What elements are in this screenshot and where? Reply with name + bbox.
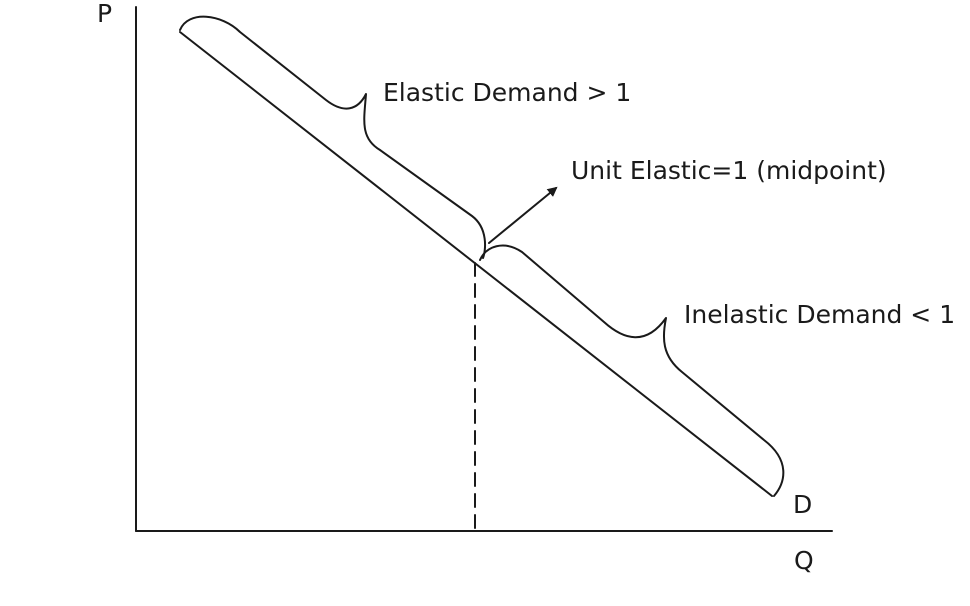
unit-elastic-label: Unit Elastic=1 (midpoint) [571, 156, 887, 185]
x-axis-label: Q [794, 546, 814, 575]
inelastic-brace [479, 244, 785, 497]
demand-curve-label: D [793, 490, 812, 519]
elastic-region-label: Elastic Demand > 1 [383, 78, 631, 107]
inelastic-region-label: Inelastic Demand < 1 [684, 300, 955, 329]
elastic-brace [179, 15, 487, 259]
unit-elastic-arrow [488, 186, 558, 244]
y-axis-label: P [97, 0, 112, 28]
